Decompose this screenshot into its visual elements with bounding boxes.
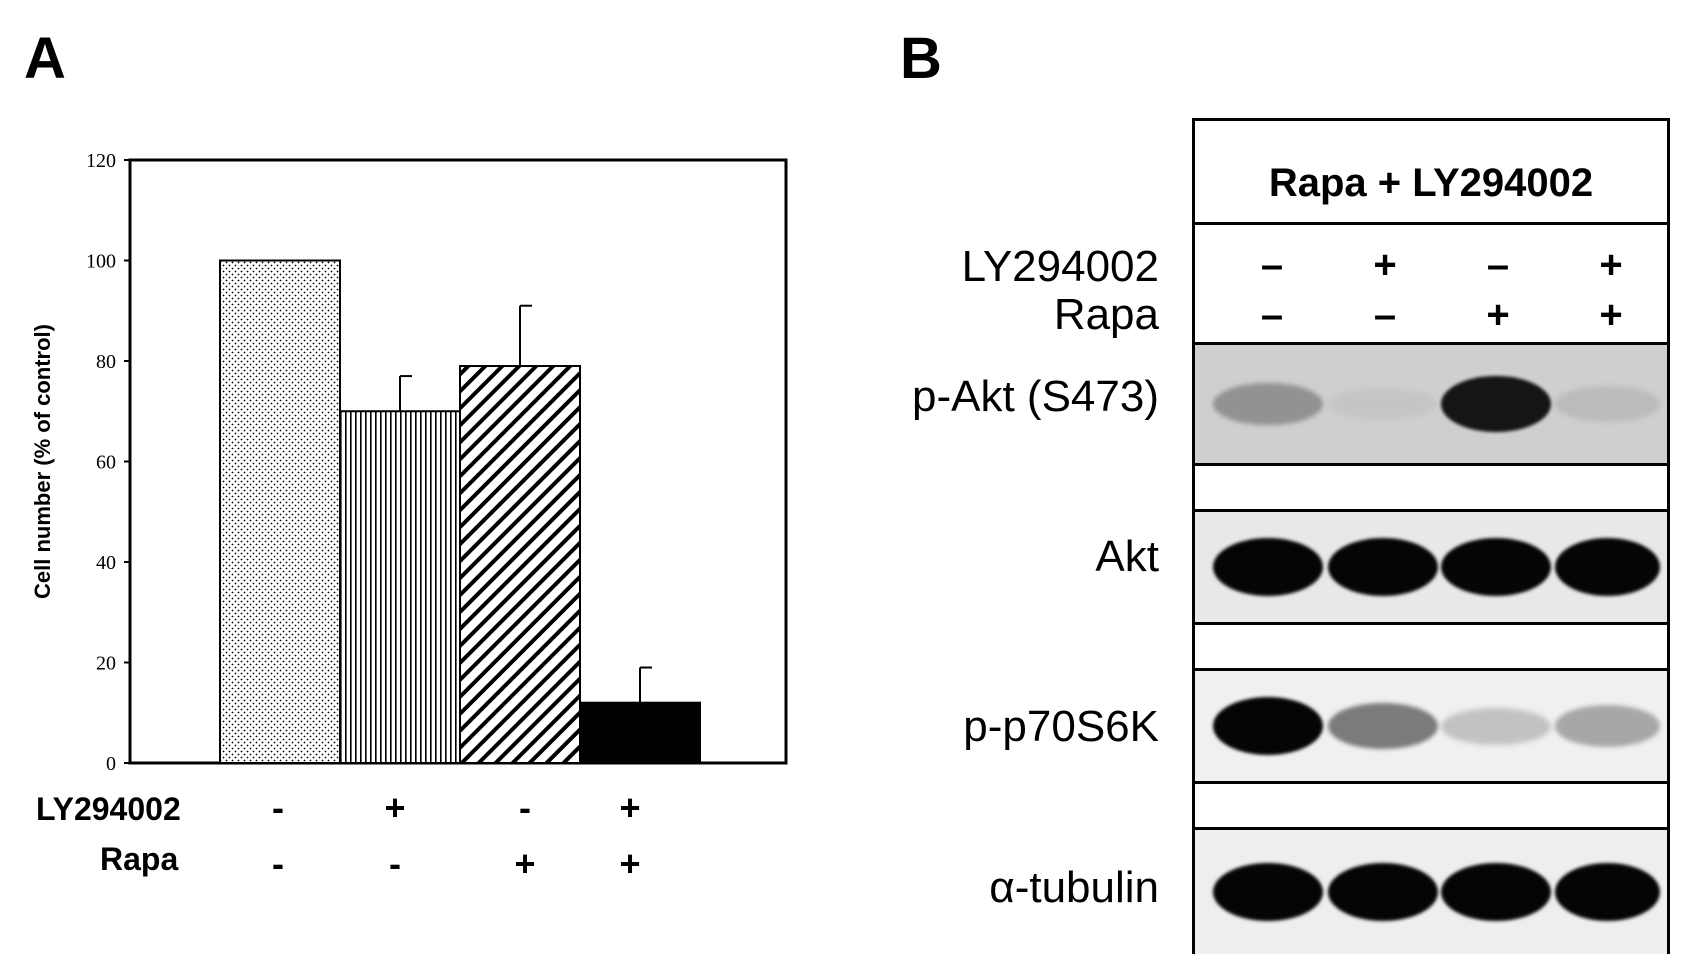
rapa-row-label: Rapa bbox=[100, 841, 178, 877]
blot-ly-sign-3: – bbox=[1486, 243, 1510, 287]
ly294002-sign-2: + bbox=[384, 787, 405, 828]
blot-row-label-p-akt: p-Akt (S473) bbox=[912, 372, 1159, 421]
blot-ly-sign-2: + bbox=[1373, 243, 1397, 287]
blot-rapa-sign-3: + bbox=[1486, 293, 1510, 337]
western-blot-panel: Rapa + LY294002 – + – + – – + + bbox=[1192, 118, 1670, 954]
blot-band bbox=[1555, 386, 1660, 422]
ly294002-sign-3: - bbox=[519, 787, 531, 828]
blot-gap bbox=[1195, 625, 1667, 671]
y-tick-label: 120 bbox=[86, 150, 116, 172]
y-tick-label: 0 bbox=[106, 753, 116, 775]
blot-band bbox=[1555, 863, 1660, 921]
blot-gap bbox=[1195, 466, 1667, 512]
blot-band bbox=[1441, 538, 1551, 596]
blot-treatment-box: – + – + – – + + bbox=[1195, 225, 1667, 345]
blot-rapa-row-label: Rapa bbox=[1053, 290, 1159, 339]
blot-band bbox=[1555, 538, 1660, 596]
panel-a-letter: A bbox=[24, 26, 66, 91]
blot-band bbox=[1328, 702, 1438, 750]
blot-band bbox=[1441, 863, 1551, 921]
blot-band bbox=[1328, 863, 1438, 921]
blot-row-label-p-p70s6k: p-p70S6K bbox=[963, 702, 1159, 751]
rapa-sign-4: + bbox=[619, 843, 640, 884]
blot-ly-sign-4: + bbox=[1599, 243, 1623, 287]
blot-band bbox=[1555, 705, 1660, 747]
y-tick-label: 60 bbox=[96, 452, 116, 474]
ly294002-sign-1: - bbox=[272, 787, 284, 828]
blot-rapa-sign-2: – bbox=[1373, 293, 1397, 337]
bar-2 bbox=[339, 410, 461, 764]
blot-band bbox=[1213, 538, 1323, 596]
blot-row-label-alpha-tubulin: α-tubulin bbox=[989, 863, 1159, 912]
y-tick-label: 100 bbox=[86, 251, 116, 273]
blot-strip-p-akt bbox=[1195, 345, 1667, 466]
blot-band bbox=[1213, 697, 1323, 755]
blot-strip-akt bbox=[1195, 512, 1667, 625]
blot-row-label-akt: Akt bbox=[1095, 532, 1159, 581]
y-tick-label: 40 bbox=[96, 552, 116, 574]
bar-1 bbox=[219, 259, 341, 764]
y-tick-label: 80 bbox=[96, 351, 116, 373]
bar-4 bbox=[579, 701, 701, 765]
blot-ly-sign-1: – bbox=[1260, 243, 1284, 287]
blot-gap bbox=[1195, 784, 1667, 830]
panel-b-letter: B bbox=[900, 26, 942, 91]
blot-band bbox=[1441, 375, 1551, 433]
blot-rapa-sign-1: – bbox=[1260, 293, 1284, 337]
blot-band bbox=[1328, 387, 1438, 421]
blot-band bbox=[1441, 707, 1551, 745]
blot-band bbox=[1328, 538, 1438, 596]
blot-strip-p-p70s6k bbox=[1195, 671, 1667, 784]
blot-header-title: Rapa + LY294002 bbox=[1268, 161, 1594, 205]
bar-chart: 0 20 40 60 80 100 120 Cell number (% of control… bbox=[30, 150, 788, 884]
blot-header: Rapa + LY294002 bbox=[1195, 121, 1667, 225]
blot-band bbox=[1213, 382, 1323, 426]
rapa-sign-1: - bbox=[272, 843, 284, 884]
rapa-sign-2: - bbox=[389, 843, 401, 884]
bar-3 bbox=[459, 365, 581, 764]
blot-strip-alpha-tubulin bbox=[1195, 830, 1667, 954]
blot-rapa-sign-4: + bbox=[1599, 293, 1623, 337]
ly294002-row-label: LY294002 bbox=[36, 791, 181, 827]
rapa-sign-3: + bbox=[514, 843, 535, 884]
y-tick-label: 20 bbox=[96, 653, 116, 675]
y-axis-label: Cell number (% of control) bbox=[30, 324, 55, 599]
blot-band bbox=[1213, 863, 1323, 921]
blot-ly-row-label: LY294002 bbox=[961, 242, 1159, 291]
ly294002-sign-4: + bbox=[619, 787, 640, 828]
